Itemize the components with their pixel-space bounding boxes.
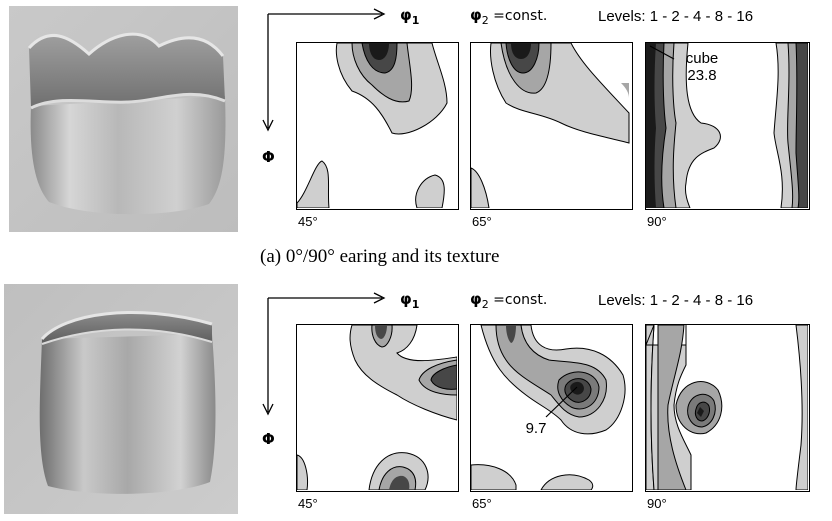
odf-section-b-90 <box>645 324 810 492</box>
odf-section-b-65 <box>470 324 633 492</box>
phi2-label-b: φ2 =const. <box>470 290 548 311</box>
angle-label-b-90: 90° <box>647 496 667 511</box>
peak-value-b: 9.7 <box>525 420 547 437</box>
angle-label-a-45: 45° <box>298 214 318 229</box>
angle-label-b-45: 45° <box>298 496 318 511</box>
cube-annotation-a: cube 23.8 <box>672 50 732 84</box>
odf-section-a-90 <box>645 42 810 210</box>
Phi-label-a: Φ <box>262 148 275 166</box>
cup-photo-earing <box>9 6 238 232</box>
axes-arrows-b <box>262 292 386 416</box>
cup-photo-flat <box>4 284 238 514</box>
levels-legend-a: Levels: 1 - 2 - 4 - 8 - 16 <box>598 8 754 25</box>
caption-a: (a) 0°/90° earing and its texture <box>260 246 500 267</box>
angle-label-b-65: 65° <box>472 496 492 511</box>
cube-label: cube <box>685 50 719 67</box>
axes-arrows-a <box>262 8 386 132</box>
odf-section-a-45 <box>296 42 459 210</box>
odf-section-b-45 <box>296 324 459 492</box>
angle-label-a-90: 90° <box>647 214 667 229</box>
phi1-label-b: φ1 <box>400 290 420 311</box>
odf-section-a-65 <box>470 42 633 210</box>
phi2-label-a: φ2 =const. <box>470 6 548 27</box>
levels-legend-b: Levels: 1 - 2 - 4 - 8 - 16 <box>598 292 754 309</box>
phi1-label-a: φ1 <box>400 6 420 27</box>
Phi-label-b: Φ <box>262 430 275 448</box>
cube-value: 23.8 <box>687 67 717 84</box>
angle-label-a-65: 65° <box>472 214 492 229</box>
